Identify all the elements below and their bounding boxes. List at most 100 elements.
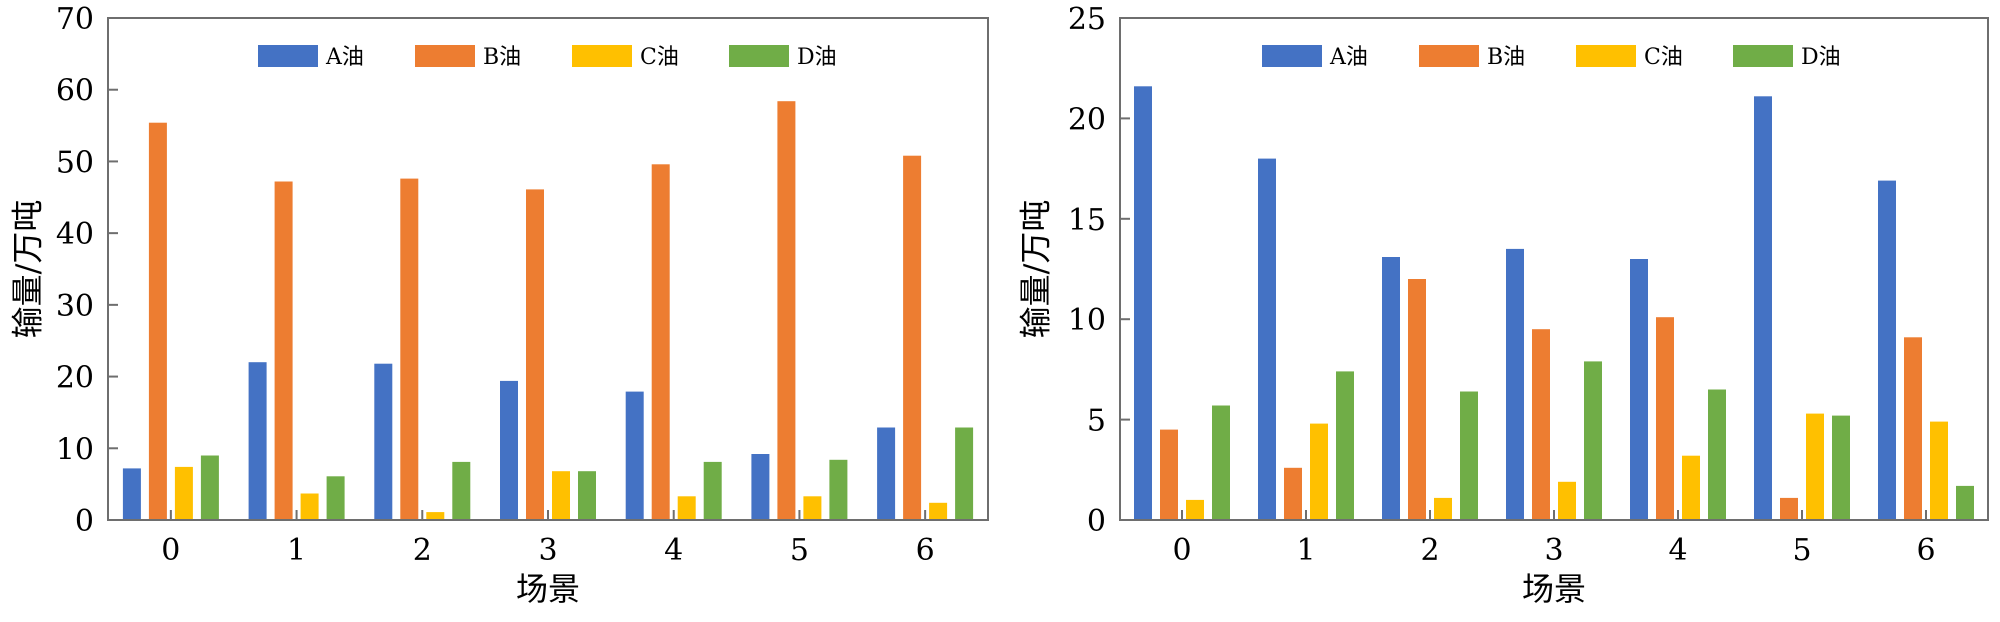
y-tick-label: 15 (1068, 203, 1106, 238)
plot-frame (1119, 17, 1989, 521)
bar-D油-3 (1584, 361, 1602, 520)
legend-label: D油 (797, 45, 837, 70)
x-tick-label: 3 (538, 533, 557, 568)
legend-swatch-A油 (258, 45, 318, 67)
legend-label: A油 (325, 45, 364, 70)
bar-A油-1 (1258, 158, 1276, 520)
bar-B油-1 (274, 181, 293, 520)
legend-label: B油 (483, 45, 521, 70)
legend-swatch-C油 (572, 45, 632, 67)
bar-D油-1 (1336, 371, 1354, 520)
legend-label: C油 (1644, 45, 1683, 70)
legend-swatch-C油 (1576, 45, 1636, 67)
bar-D油-6 (955, 427, 974, 520)
bar-C油-0 (1186, 499, 1204, 520)
bar-A油-0 (122, 468, 141, 520)
bar-A油-0 (1134, 86, 1152, 521)
bar-D油-2 (1460, 391, 1478, 520)
legend-swatch-D油 (1733, 45, 1793, 67)
legend-label: A油 (1329, 45, 1368, 70)
bar-A油-5 (751, 454, 770, 520)
chart-1: 0 10 20 30 40 50 60 70 0 1 2 3 4 5 6 场景 输量/万吨 A油 B油 C油 D油 (9, 2, 989, 608)
y-tick-label: 0 (75, 504, 94, 539)
y-axis-label: 输量/万吨 (9, 200, 47, 339)
bar-C油-2 (426, 512, 445, 520)
bar-B油-1 (1284, 467, 1302, 520)
y-tick-label: 5 (1087, 404, 1106, 439)
x-tick-label: 6 (1916, 533, 1935, 568)
x-axis-label: 场景 (1522, 570, 1586, 608)
bar-D油-1 (326, 476, 345, 520)
x-tick-label: 0 (1172, 533, 1191, 568)
y-tick-label: 10 (1068, 303, 1106, 338)
x-tick-label: 3 (1544, 533, 1563, 568)
y-axis-label: 输量/万吨 (1017, 200, 1055, 339)
bar-B油-0 (148, 122, 167, 520)
bar-A油-3 (1506, 248, 1524, 520)
bar-B油-2 (1408, 279, 1426, 520)
plot-frame (107, 17, 989, 521)
x-tick-label: 5 (1792, 533, 1811, 568)
bar-A油-4 (1630, 259, 1648, 520)
y-tick-label: 20 (56, 361, 94, 396)
bar-C油-1 (300, 493, 319, 520)
bar-D油-6 (1956, 485, 1974, 520)
bar-D油-5 (829, 459, 848, 520)
legend-label: B油 (1487, 45, 1525, 70)
x-axis-label: 场景 (516, 570, 580, 608)
bar-C油-4 (1682, 455, 1700, 520)
bar-A油-6 (1878, 180, 1896, 520)
bar-B油-6 (903, 155, 922, 520)
bar-B油-3 (526, 189, 544, 520)
bar-C油-3 (1558, 481, 1576, 520)
bar-B油-4 (1656, 317, 1674, 520)
bar-D油-2 (452, 461, 471, 520)
bar-B油-4 (651, 164, 670, 521)
legend-swatch-B油 (415, 45, 475, 67)
bar-B油-6 (1904, 337, 1922, 520)
y-tick-label: 50 (56, 145, 94, 180)
x-tick-label: 5 (790, 533, 809, 568)
bar-B油-2 (400, 178, 419, 520)
bar-C油-5 (803, 496, 822, 520)
bar-B油-3 (1532, 329, 1550, 520)
y-tick-label: 0 (1087, 504, 1106, 539)
bar-C油-4 (677, 496, 696, 520)
legend-label: C油 (640, 45, 679, 70)
bar-A油-1 (248, 362, 267, 520)
bar-D油-0 (1212, 405, 1230, 520)
legend-swatch-B油 (1419, 45, 1479, 67)
y-tick-label: 70 (56, 2, 94, 37)
y-tick-label: 40 (56, 217, 94, 252)
y-tick-label: 30 (56, 289, 94, 324)
bar-A油-3 (500, 380, 518, 520)
bar-A油-5 (1754, 96, 1772, 521)
legend-swatch-D油 (729, 45, 789, 67)
x-tick-label: 0 (161, 533, 180, 568)
bar-D油-3 (578, 471, 596, 520)
x-tick-label: 6 (916, 533, 935, 568)
bar-C油-6 (929, 502, 948, 520)
y-tick-label: 10 (56, 432, 94, 467)
x-tick-label: 4 (1668, 533, 1687, 568)
bar-D油-0 (200, 455, 219, 520)
y-tick-label: 25 (1068, 2, 1106, 37)
legend-swatch-A油 (1262, 45, 1322, 67)
y-tick-label: 20 (1068, 102, 1106, 137)
bar-A油-6 (877, 427, 896, 520)
bar-C油-2 (1434, 497, 1452, 520)
bar-B油-5 (1780, 497, 1798, 520)
bar-A油-4 (625, 391, 644, 520)
bar-A油-2 (374, 363, 393, 520)
x-tick-label: 4 (664, 533, 683, 568)
chart-2: 0 5 10 15 20 25 0 1 2 3 4 5 6 场景 输量/万吨 A油 B油 C油 D油 (1017, 2, 1989, 608)
legend-label: D油 (1801, 45, 1841, 70)
bar-B油-0 (1160, 429, 1178, 520)
y-tick-label: 60 (56, 74, 94, 109)
x-tick-label: 1 (1296, 533, 1315, 568)
bar-C油-6 (1930, 421, 1948, 520)
bar-D油-4 (703, 461, 722, 520)
legend: A油 B油 C油 D油 (258, 45, 837, 70)
bar-C油-1 (1310, 423, 1328, 520)
